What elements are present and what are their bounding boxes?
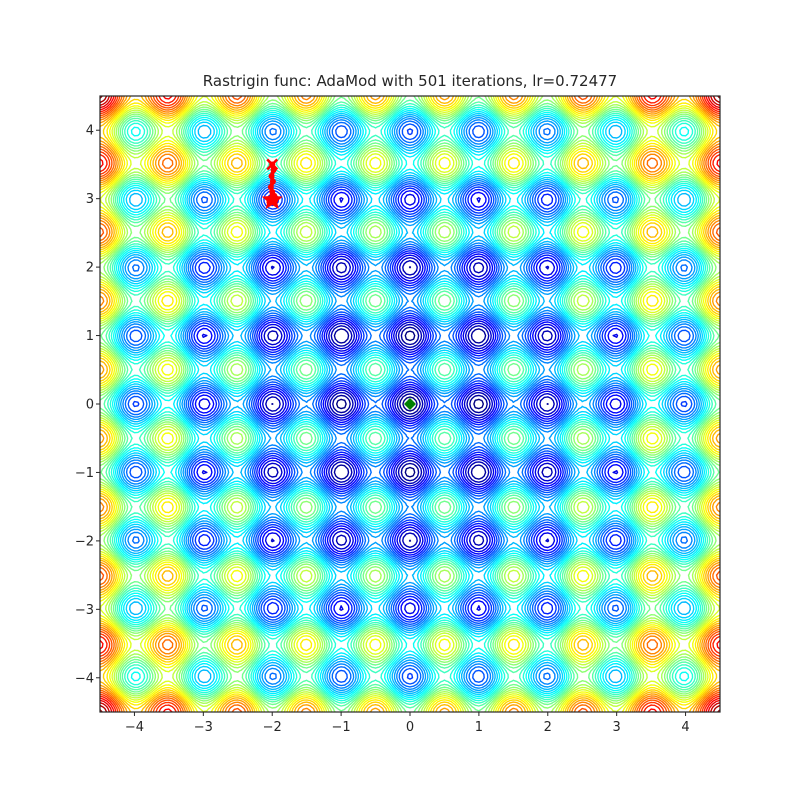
x-axis-ticks: −4 −3 −2 −1 0 1 2 3 4 xyxy=(125,712,690,735)
y-tick-label: −3 xyxy=(75,603,94,618)
contour-level xyxy=(107,102,713,706)
optimizer-path-point xyxy=(268,173,275,180)
contour-level xyxy=(100,96,720,712)
contour-level xyxy=(100,96,720,712)
contour-level xyxy=(100,96,720,712)
contour-level xyxy=(336,330,484,478)
contour-level xyxy=(100,96,720,712)
contour-level xyxy=(100,96,720,712)
x-tick-label: −2 xyxy=(263,720,282,735)
contour-level xyxy=(100,96,720,712)
contour-level xyxy=(194,190,626,618)
contour-level xyxy=(100,96,720,712)
x-tick-label: 4 xyxy=(681,720,689,735)
contour-level xyxy=(132,128,688,680)
y-tick-label: −4 xyxy=(75,671,94,686)
x-tick-label: −4 xyxy=(125,720,144,735)
markers xyxy=(261,158,416,410)
contour-level xyxy=(100,96,720,712)
start-marker xyxy=(266,158,279,171)
contour-level xyxy=(192,187,628,621)
x-tick-label: 2 xyxy=(544,720,552,735)
contour-level xyxy=(100,96,720,712)
y-tick-label: 1 xyxy=(86,329,94,344)
contour-level xyxy=(111,107,709,701)
contour-level xyxy=(100,96,720,712)
contour-level xyxy=(127,123,693,685)
contour-level xyxy=(103,99,717,709)
contour-level xyxy=(265,260,555,548)
optimizer-path-point xyxy=(267,184,274,191)
contour-level xyxy=(115,111,705,697)
contour-level xyxy=(113,109,707,699)
contour-level xyxy=(100,96,720,712)
y-tick-label: −2 xyxy=(75,534,94,549)
contour-level xyxy=(120,115,700,693)
y-tick-label: 0 xyxy=(86,398,94,413)
contour-level xyxy=(100,96,720,712)
x-tick-label: 3 xyxy=(613,720,621,735)
contour-level xyxy=(118,113,702,695)
global-minimum-marker xyxy=(404,398,416,410)
contour-level xyxy=(100,96,720,712)
contour-level xyxy=(198,193,622,615)
contour-level xyxy=(100,96,720,712)
contour-level xyxy=(100,96,720,712)
y-tick-label: −1 xyxy=(75,466,94,481)
x-tick-label: −3 xyxy=(194,720,213,735)
x-tick-label: 0 xyxy=(406,720,414,735)
x-tick-label: −1 xyxy=(332,720,351,735)
end-marker xyxy=(261,189,283,209)
contour-level xyxy=(262,257,558,551)
contour-level xyxy=(100,96,720,712)
contour-level xyxy=(100,96,720,712)
contour-level xyxy=(271,266,549,542)
y-tick-label: 4 xyxy=(86,124,94,139)
optimizer-path-point xyxy=(269,178,276,185)
contour-level xyxy=(124,120,696,688)
chart-title: Rastrigin func: AdaMod with 501 iteratio… xyxy=(202,72,618,90)
contour-level xyxy=(100,96,720,712)
contour-lines xyxy=(100,96,720,712)
y-tick-label: 2 xyxy=(86,261,94,276)
contour-level xyxy=(100,96,720,712)
contour-level xyxy=(100,96,720,712)
y-tick-label: 3 xyxy=(86,192,94,207)
contour-level xyxy=(122,118,698,690)
x-tick-label: 1 xyxy=(475,720,483,735)
y-axis-ticks: −4 −3 −2 −1 0 1 2 3 4 xyxy=(75,124,100,686)
